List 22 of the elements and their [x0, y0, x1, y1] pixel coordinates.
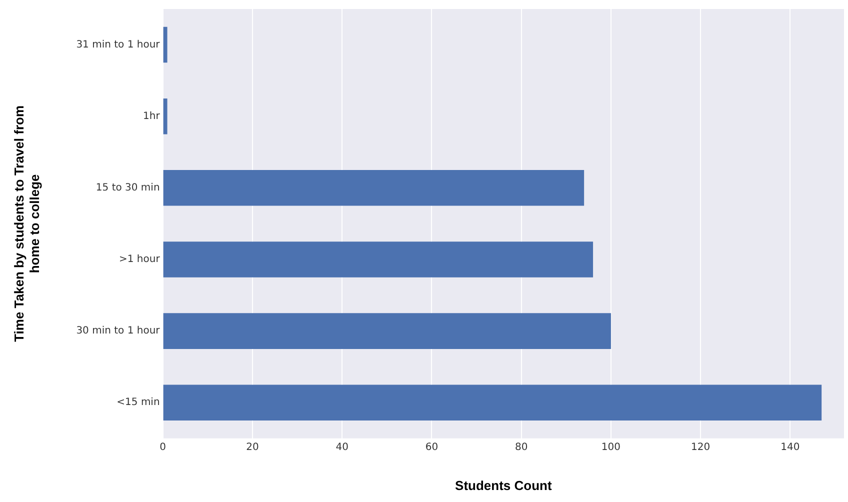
- x-tick-label: 140: [780, 442, 800, 453]
- x-tick-label: 120: [691, 442, 710, 453]
- y-tick-label: 30 min to 1 hour: [76, 326, 161, 337]
- x-tick-label: 60: [425, 442, 438, 453]
- x-tick-label: 80: [514, 442, 528, 453]
- bar: [163, 98, 168, 134]
- y-tick-label: >1 hour: [118, 254, 161, 266]
- y-tick-label: 15 to 30 min: [96, 182, 160, 194]
- x-tick-label: 40: [336, 442, 348, 453]
- bar: [163, 170, 584, 206]
- bar: [163, 384, 822, 421]
- x-tick-label: 0: [160, 442, 166, 453]
- bar: [163, 26, 168, 63]
- y-tick-label: 31 min to 1 hour: [76, 39, 161, 50]
- bar: [163, 313, 611, 349]
- x-axis-title: Students Count: [455, 478, 552, 493]
- bar: [163, 242, 594, 278]
- y-axis-title: Time Taken by students to Travel from home to college: [11, 105, 42, 342]
- x-tick-label: 100: [601, 442, 621, 453]
- x-tick-label: 20: [246, 442, 259, 453]
- y-tick-label: 1hr: [142, 110, 161, 122]
- y-tick-label: <15 min: [116, 397, 160, 408]
